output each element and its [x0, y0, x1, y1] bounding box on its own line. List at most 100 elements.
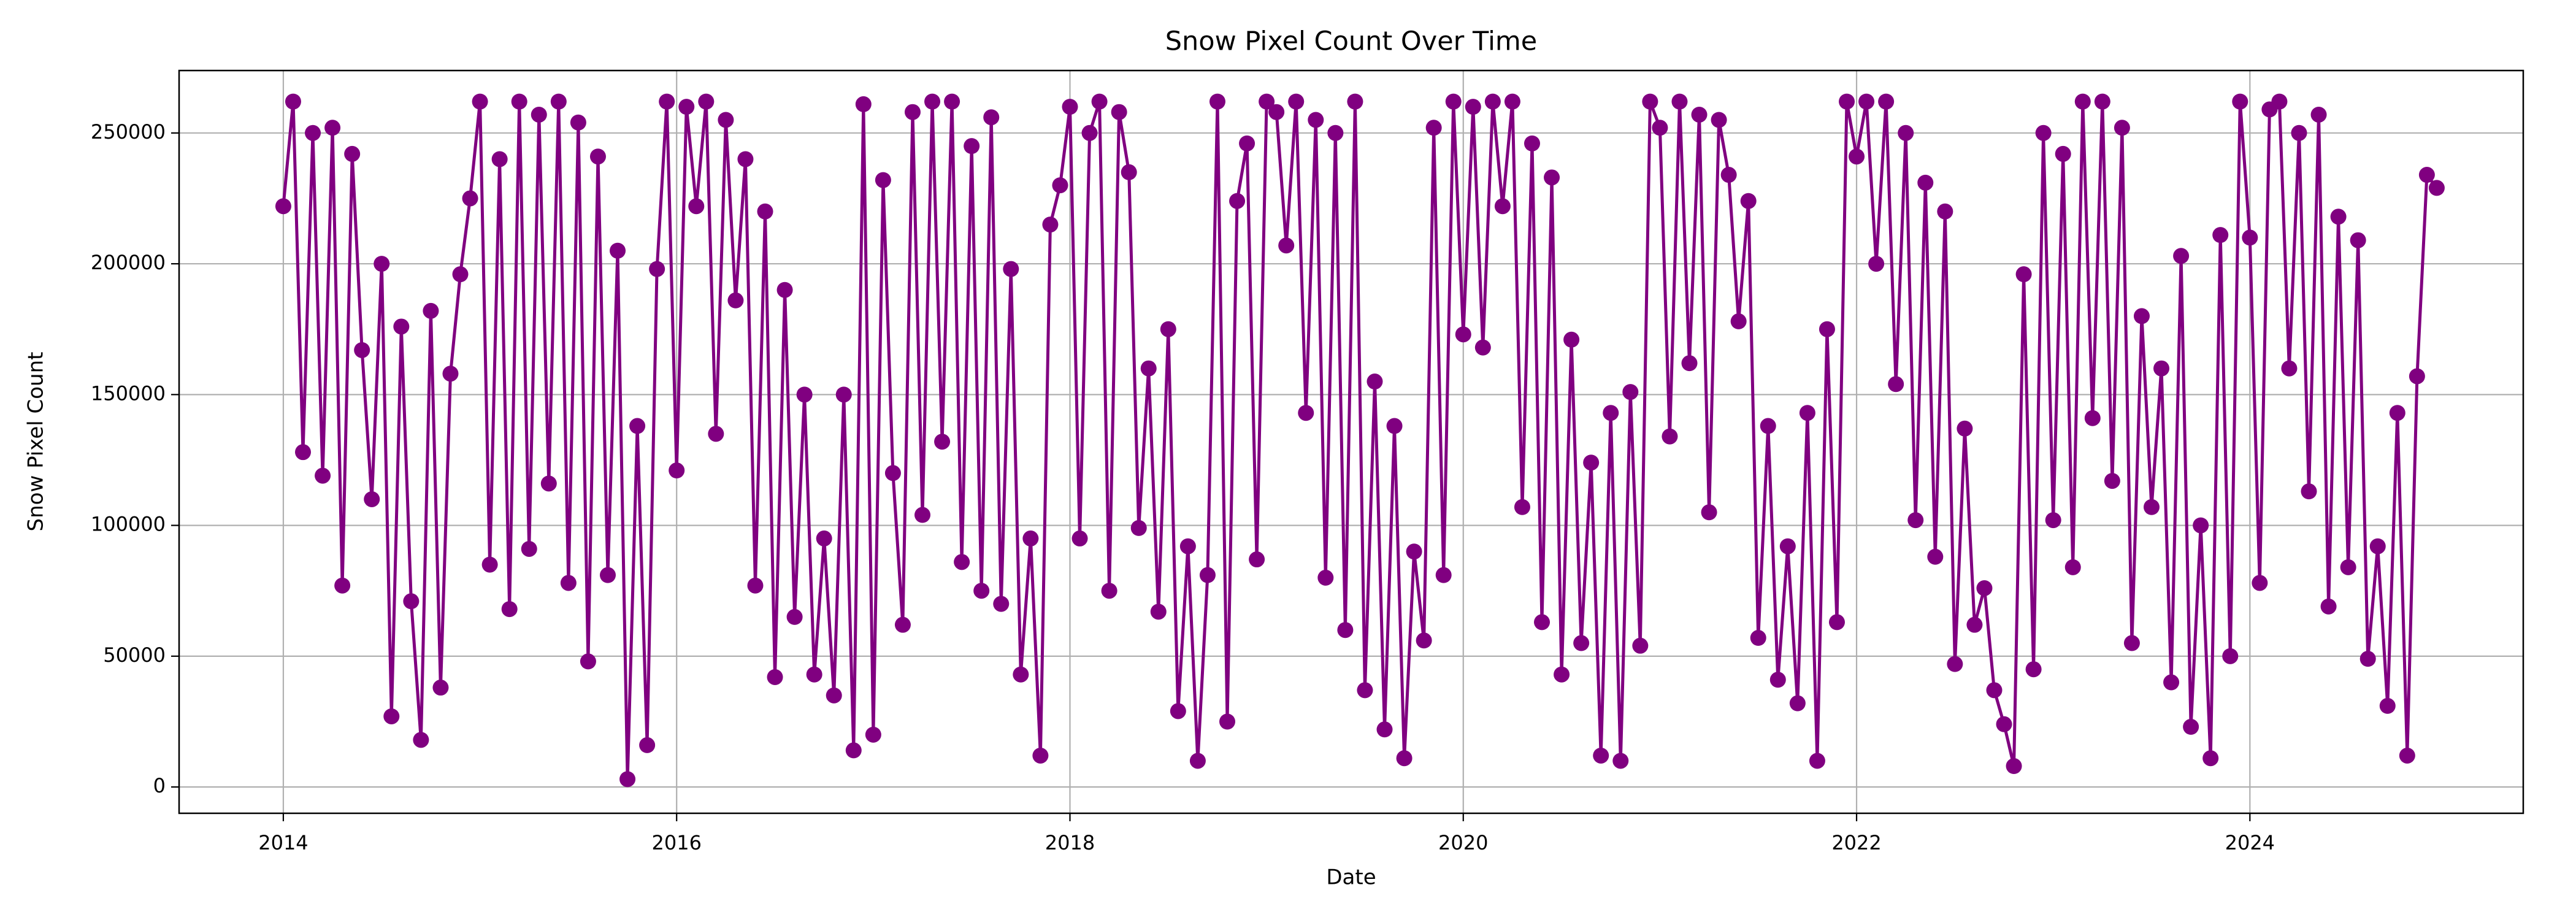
data-point — [1219, 713, 1235, 730]
data-point — [1711, 112, 1727, 128]
data-point — [1130, 519, 1147, 536]
data-point — [2379, 697, 2396, 714]
data-point — [374, 256, 390, 272]
plot-area — [275, 93, 2445, 788]
data-point — [1268, 104, 1285, 120]
data-point — [1199, 567, 1216, 583]
data-point — [1357, 682, 1373, 699]
data-point — [1849, 148, 1865, 165]
data-point — [786, 608, 803, 625]
data-point — [1750, 630, 1766, 646]
data-point — [324, 120, 341, 136]
data-point — [796, 386, 813, 403]
data-point — [993, 596, 1010, 612]
data-point — [1042, 217, 1059, 233]
data-point — [2084, 410, 2101, 426]
data-point — [1809, 753, 1825, 769]
data-point — [1701, 504, 1717, 521]
data-point — [1583, 454, 1600, 471]
data-point — [954, 554, 970, 570]
data-point — [1612, 753, 1629, 769]
data-point — [2389, 405, 2405, 421]
y-tick-label: 250000 — [91, 120, 166, 144]
data-point — [1101, 583, 1117, 599]
data-point — [1691, 106, 1708, 123]
data-point — [894, 616, 911, 633]
data-point — [767, 669, 783, 685]
data-point — [1445, 93, 1462, 110]
data-point — [2212, 227, 2229, 243]
data-point — [452, 266, 469, 283]
data-point — [432, 680, 449, 696]
data-point — [334, 577, 351, 594]
data-point — [1474, 339, 1491, 356]
data-point — [1789, 695, 1806, 711]
data-point — [708, 426, 724, 442]
data-point — [2271, 93, 2288, 110]
data-point — [914, 507, 931, 523]
data-point — [2123, 635, 2140, 651]
data-point — [540, 475, 557, 492]
data-point — [1730, 313, 1747, 329]
data-point — [2104, 473, 2120, 489]
data-point — [1229, 193, 1246, 209]
data-point — [1455, 326, 1471, 343]
x-axis-label: Date — [1326, 865, 1376, 890]
x-tick-label: 2016 — [651, 831, 701, 854]
data-point — [1642, 93, 1658, 110]
data-point — [757, 203, 773, 220]
data-point — [2074, 93, 2091, 110]
data-point — [1622, 384, 1639, 401]
x-tick-label: 2024 — [2225, 831, 2275, 854]
data-point — [1957, 420, 1973, 437]
data-point — [1573, 635, 1590, 651]
data-point — [629, 418, 646, 434]
data-point — [364, 491, 380, 507]
data-point — [806, 666, 822, 683]
data-point — [1209, 93, 1225, 110]
data-point — [472, 93, 488, 110]
data-point — [1740, 193, 1757, 209]
data-point — [2369, 538, 2386, 554]
data-point — [2133, 308, 2150, 324]
data-point — [1071, 530, 1088, 546]
data-point — [1327, 125, 1344, 141]
data-point — [1022, 530, 1039, 546]
data-point — [2281, 360, 2298, 377]
data-point — [1278, 237, 1295, 254]
data-point — [295, 444, 312, 461]
data-point — [1671, 93, 1688, 110]
data-point — [1288, 93, 1305, 110]
data-point — [2428, 180, 2445, 196]
data-point — [2035, 125, 2052, 141]
data-point — [1593, 747, 1609, 764]
data-point — [599, 567, 616, 583]
data-point — [1937, 203, 1953, 220]
data-point — [1720, 167, 1737, 183]
data-point — [1907, 512, 1924, 529]
x-tick-label: 2020 — [1438, 831, 1488, 854]
data-point — [826, 687, 842, 703]
data-point — [580, 653, 596, 670]
data-point — [285, 93, 301, 110]
data-point — [1170, 703, 1186, 719]
y-tick-label: 150000 — [91, 381, 166, 405]
y-tick-label: 50000 — [103, 643, 166, 667]
data-point — [1681, 355, 1698, 372]
data-point — [1514, 499, 1530, 515]
data-point — [1819, 321, 1835, 337]
data-point — [983, 109, 1000, 126]
data-point — [2330, 209, 2347, 225]
data-point — [560, 575, 577, 591]
data-point — [2310, 106, 2327, 123]
data-point — [2055, 145, 2071, 162]
data-point — [1386, 418, 1403, 434]
data-point — [904, 104, 921, 120]
data-point — [344, 145, 361, 162]
data-point — [1839, 93, 1855, 110]
x-tick-label: 2022 — [1831, 831, 1881, 854]
y-tick-label: 100000 — [91, 513, 166, 536]
data-point — [1160, 321, 1176, 337]
